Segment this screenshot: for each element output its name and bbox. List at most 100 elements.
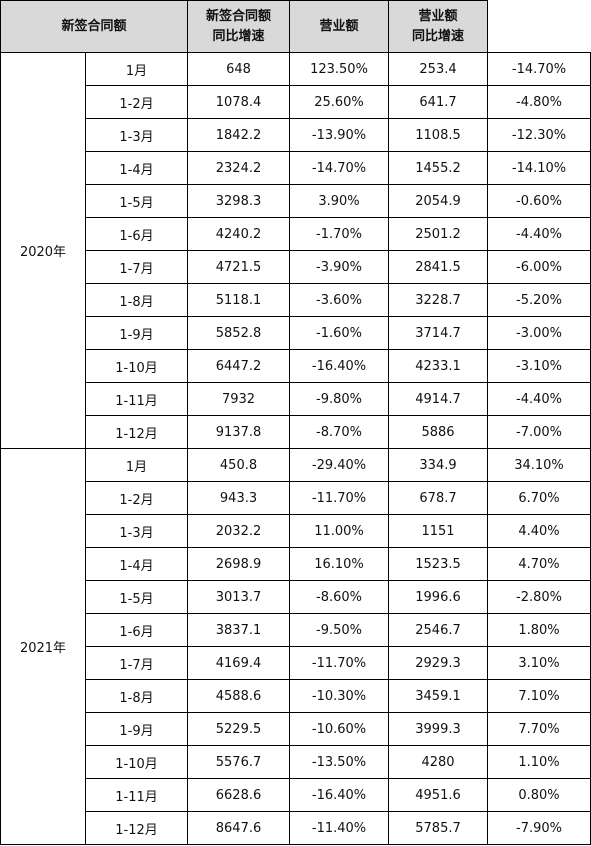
contracts-cell: 1078.4 — [187, 85, 291, 119]
revenue-yoy-cell: 0.80% — [487, 778, 591, 812]
revenue-yoy-cell: 7.70% — [487, 712, 591, 746]
revenue-cell: 2841.5 — [388, 250, 489, 284]
table-row: 1-10月 6447.2 -16.40% 4233.1 -3.10% — [1, 349, 591, 383]
contracts-cell: 1842.2 — [187, 118, 291, 152]
contracts-yoy-cell: -14.70% — [289, 151, 390, 185]
contracts-cell: 2032.2 — [187, 514, 291, 548]
revenue-yoy-cell: -4.80% — [487, 85, 591, 119]
period-cell: 1-12月 — [84, 415, 189, 449]
revenue-yoy-cell: 4.40% — [487, 514, 591, 548]
table-row: 1-3月 2032.2 11.00% 1151 4.40% — [1, 514, 591, 548]
period-cell: 1-10月 — [84, 349, 189, 383]
header-contracts-yoy-line1: 新签合同额 — [206, 8, 272, 24]
contracts-yoy-cell: -8.60% — [289, 580, 390, 614]
table-row: 1-4月 2698.9 16.10% 1523.5 4.70% — [1, 547, 591, 581]
revenue-cell: 3228.7 — [388, 283, 489, 317]
table-row: 2021年 1月 450.8 -29.40% 334.9 34.10% — [0, 448, 591, 845]
contracts-yoy-cell: 16.10% — [289, 547, 390, 581]
contracts-yoy-cell: -16.40% — [289, 778, 390, 812]
revenue-cell: 334.9 — [388, 448, 489, 482]
revenue-cell: 1455.2 — [388, 151, 489, 185]
table-row: 1-2月 943.3 -11.70% 678.7 6.70% — [1, 481, 591, 515]
contracts-cell: 5118.1 — [187, 283, 291, 317]
revenue-cell: 3459.1 — [388, 679, 489, 713]
period-cell: 1-5月 — [84, 184, 189, 218]
revenue-yoy-cell: -3.10% — [487, 349, 591, 383]
period-cell: 1-6月 — [84, 217, 189, 251]
revenue-cell: 2546.7 — [388, 613, 489, 647]
contracts-cell: 9137.8 — [187, 415, 291, 449]
revenue-cell: 5785.7 — [388, 811, 489, 845]
year-cell: 2021年 — [0, 448, 86, 845]
revenue-yoy-cell: -14.10% — [487, 151, 591, 185]
contracts-yoy-cell: -9.50% — [289, 613, 390, 647]
revenue-yoy-cell: 34.10% — [487, 448, 591, 482]
contracts-cell: 3013.7 — [187, 580, 291, 614]
contracts-yoy-cell: -3.90% — [289, 250, 390, 284]
revenue-yoy-cell: 1.80% — [487, 613, 591, 647]
header-revenue: 营业额 — [289, 0, 390, 53]
contracts-cell: 3837.1 — [187, 613, 291, 647]
revenue-cell: 1996.6 — [388, 580, 489, 614]
revenue-cell: 4914.7 — [388, 382, 489, 416]
contracts-yoy-cell: -13.50% — [289, 745, 390, 779]
contracts-cell: 4721.5 — [187, 250, 291, 284]
table-row: 1-9月 5852.8 -1.60% 3714.7 -3.00% — [1, 316, 591, 350]
revenue-cell: 1523.5 — [388, 547, 489, 581]
revenue-cell: 1108.5 — [388, 118, 489, 152]
contracts-yoy-cell: -29.40% — [289, 448, 390, 482]
revenue-yoy-cell: -4.40% — [487, 382, 591, 416]
contracts-yoy-cell: -13.90% — [289, 118, 390, 152]
period-cell: 1-7月 — [84, 646, 189, 680]
contracts-yoy-cell: 3.90% — [289, 184, 390, 218]
contracts-cell: 6447.2 — [187, 349, 291, 383]
contracts-cell: 450.8 — [187, 448, 291, 482]
revenue-cell: 4233.1 — [388, 349, 489, 383]
revenue-cell: 2054.9 — [388, 184, 489, 218]
year-cell: 2020年 — [0, 52, 86, 449]
revenue-cell: 3714.7 — [388, 316, 489, 350]
period-cell: 1-2月 — [84, 481, 189, 515]
revenue-yoy-cell: -6.00% — [487, 250, 591, 284]
table-row: 1-7月 4721.5 -3.90% 2841.5 -6.00% — [1, 250, 591, 284]
contracts-cell: 3298.3 — [187, 184, 291, 218]
table-row: 1-10月 5576.7 -13.50% 4280 1.10% — [1, 745, 591, 779]
revenue-cell: 2929.3 — [388, 646, 489, 680]
period-cell: 1-8月 — [84, 283, 189, 317]
contracts-yoy-cell: -1.70% — [289, 217, 390, 251]
revenue-cell: 253.4 — [388, 52, 489, 86]
table-row: 1-5月 3013.7 -8.60% 1996.6 -2.80% — [1, 580, 591, 614]
contracts-yoy-cell: -1.60% — [289, 316, 390, 350]
table-row: 1-5月 3298.3 3.90% 2054.9 -0.60% — [1, 184, 591, 218]
period-cell: 1-10月 — [84, 745, 189, 779]
header-contracts-yoy: 新签合同额 同比增速 — [187, 0, 291, 53]
revenue-yoy-cell: -4.40% — [487, 217, 591, 251]
contracts-cell: 5852.8 — [187, 316, 291, 350]
period-cell: 1-6月 — [84, 613, 189, 647]
revenue-yoy-cell: 1.10% — [487, 745, 591, 779]
table-row: 1-9月 5229.5 -10.60% 3999.3 7.70% — [1, 712, 591, 746]
header-revenue-yoy-line1: 营业额 — [418, 8, 458, 24]
revenue-yoy-cell: -0.60% — [487, 184, 591, 218]
revenue-cell: 1151 — [388, 514, 489, 548]
table-body: 2020年 1月 648 123.50% 253.4 -14.70% 1-2月 1078.4 2… — [0, 52, 591, 845]
period-cell: 1月 — [84, 448, 189, 482]
contracts-cell: 5229.5 — [187, 712, 291, 746]
table-row: 1-11月 6628.6 -16.40% 4951.6 0.80% — [1, 778, 591, 812]
header-contracts-yoy-line2: 同比增速 — [212, 28, 265, 44]
period-cell: 1-11月 — [84, 778, 189, 812]
revenue-cell: 4280 — [388, 745, 489, 779]
contracts-yoy-cell: -11.70% — [289, 481, 390, 515]
revenue-yoy-cell: -2.80% — [487, 580, 591, 614]
table-row: 1-12月 9137.8 -8.70% 5886 -7.00% — [1, 415, 591, 449]
revenue-yoy-cell: 6.70% — [487, 481, 591, 515]
contracts-cell: 943.3 — [187, 481, 291, 515]
revenue-yoy-cell: -7.00% — [487, 415, 591, 449]
revenue-yoy-cell: 3.10% — [487, 646, 591, 680]
period-cell: 1-4月 — [84, 151, 189, 185]
period-cell: 1-5月 — [84, 580, 189, 614]
contracts-cell: 4240.2 — [187, 217, 291, 251]
period-cell: 1-8月 — [84, 679, 189, 713]
contracts-cell: 4169.4 — [187, 646, 291, 680]
